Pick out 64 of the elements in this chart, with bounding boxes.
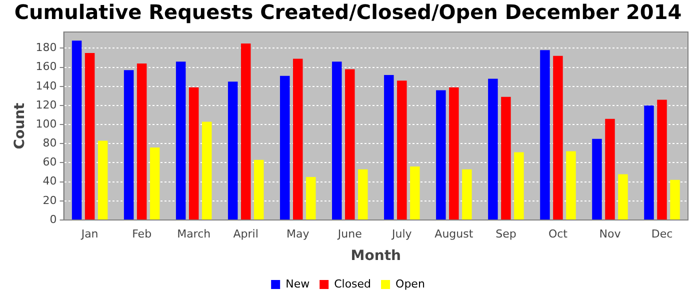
bar [136,63,147,220]
x-tick-label: Nov [599,227,622,240]
bar [436,90,446,220]
bar [202,122,212,220]
legend-label: Closed [334,277,372,290]
bar [150,147,160,220]
y-axis-title: Count [12,102,28,150]
x-tick-label: July [391,227,412,240]
y-tick-label: 140 [36,79,57,92]
bar [384,74,394,220]
bar [292,58,303,220]
bar [254,160,264,220]
x-tick-label: April [233,227,258,240]
bar [72,40,82,220]
y-tick-label: 180 [36,41,57,54]
bar [449,87,459,220]
bar [280,76,290,220]
x-tick-label: June [336,227,362,240]
y-tick-label: 20 [42,194,57,207]
bar [553,56,563,220]
x-tick-label: Feb [132,227,152,240]
y-tick-label: 0 [50,212,57,226]
bar [176,62,186,220]
bar [124,70,134,220]
bar [410,166,420,220]
bar [345,69,355,220]
bar [657,100,667,220]
legend-label: New [286,277,310,290]
y-tick-label: 60 [42,156,57,169]
x-tick-label: Dec [651,227,673,240]
bar [592,138,602,220]
legend-label: Open [396,277,425,290]
bar [514,152,524,220]
y-tick-label: 80 [42,136,57,150]
x-tick-label: May [286,227,310,240]
bar [644,105,654,220]
bar [188,87,199,220]
bar [670,180,680,220]
bar [228,82,238,220]
bar [397,80,407,220]
bar [488,78,498,220]
y-tick-label: 100 [36,117,57,130]
bar [618,174,628,220]
x-tick-label: Oct [548,227,568,240]
bar [566,151,576,220]
x-axis-title: Month [350,248,401,264]
y-tick-label: 40 [42,174,57,188]
bar [501,96,511,220]
x-tick-label: August [434,227,474,240]
x-tick-label: March [177,227,211,240]
y-tick-label: 120 [36,98,57,112]
y-tick-label: 160 [36,60,57,74]
x-tick-label: Sep [496,227,516,240]
bar [605,118,615,220]
bar [332,62,342,220]
chart-title: Cumulative Requests Created/Closed/Open December 2014 [14,0,682,24]
bar [240,43,251,220]
bar [540,50,550,220]
bar [462,169,472,220]
bar [306,177,316,220]
x-tick-label: Jan [80,227,98,240]
bar [98,140,108,220]
bar [358,169,368,220]
bar [84,52,95,220]
